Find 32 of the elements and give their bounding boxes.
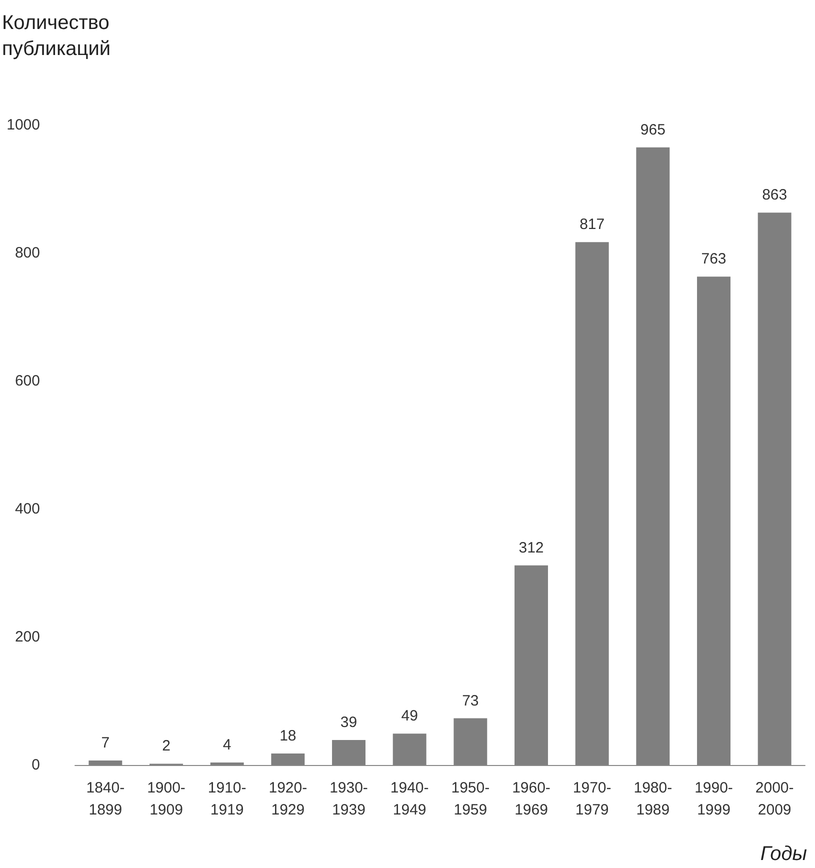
y-tick-label: 0 <box>32 756 40 774</box>
y-tick-label: 1000 <box>6 116 40 134</box>
x-tick-label: 1970-1979 <box>572 780 612 818</box>
x-tick-label: 1940-1949 <box>390 780 429 818</box>
x-tick-label: 1900-1909 <box>147 780 186 818</box>
data-label: 312 <box>518 539 544 556</box>
y-tick-label: 200 <box>14 628 40 646</box>
x-axis-title: Годы <box>760 843 808 865</box>
data-label: 965 <box>640 121 666 138</box>
data-label: 18 <box>280 727 296 744</box>
x-tick-label: 1910-1919 <box>208 780 246 818</box>
y-tick-label: 800 <box>14 244 40 262</box>
x-tick-label: 1920-1929 <box>268 780 308 818</box>
x-tick-label: 1960-1969 <box>512 780 550 818</box>
data-label: 73 <box>462 692 479 710</box>
data-label: 817 <box>580 216 605 234</box>
y-axis-title: Количество публикаций <box>2 12 111 60</box>
data-label: 763 <box>701 250 726 268</box>
data-label: 7 <box>101 734 110 752</box>
x-tick-label: 1950-1959 <box>451 780 490 818</box>
data-label: 4 <box>222 736 232 754</box>
x-tick-label: 2000-2009 <box>755 780 794 818</box>
data-label: 863 <box>762 186 788 204</box>
data-label: 49 <box>401 708 418 725</box>
data-label: 39 <box>340 714 358 732</box>
data-label: 2 <box>162 738 170 755</box>
x-tick-label: 1930-1939 <box>330 780 368 818</box>
x-tick-label: 1980-1989 <box>634 780 672 818</box>
y-tick-label: 600 <box>14 372 40 390</box>
y-tick-label: 400 <box>14 500 40 518</box>
x-tick-label: 1840-1899 <box>86 780 125 818</box>
x-tick-label: 1990-1999 <box>694 780 733 818</box>
